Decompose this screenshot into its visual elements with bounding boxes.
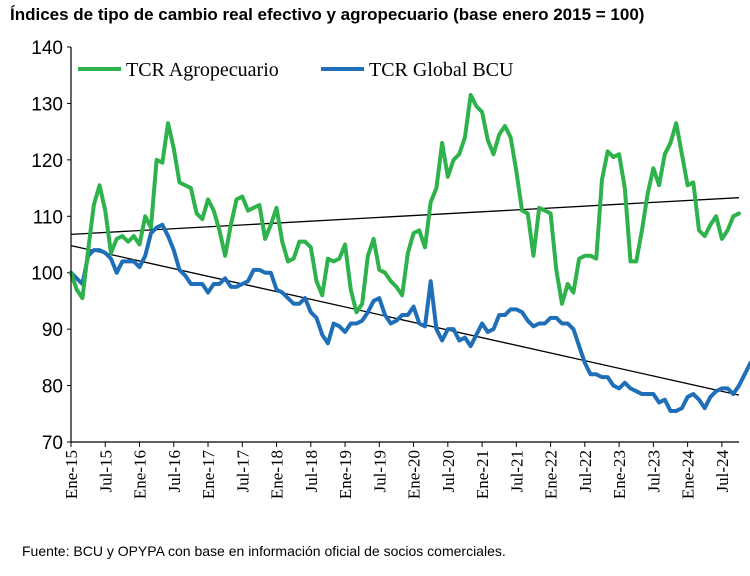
y-tick-label: 140 [31,38,63,59]
series-line-tcr-global [69,222,750,413]
x-tick-label: Jul-23 [644,450,663,493]
x-tick-label: Jul-21 [507,450,526,493]
y-tick-label: 120 [31,151,63,172]
x-tick-label: Ene-19 [336,450,355,499]
x-tick-label: Ene-22 [542,450,561,499]
x-tick-label: Jul-18 [302,450,321,493]
x-tick-label: Jul-17 [233,450,252,493]
x-tick-label: Jul-20 [439,450,458,493]
y-axis-ticks: 70 80 90 100 110 120 130 140 [31,38,71,454]
x-tick-label: Jul-22 [576,450,595,493]
x-tick-label: Ene-17 [199,450,218,500]
x-tick-label: Ene-16 [131,450,150,499]
x-axis-ticks: Ene-15 Jul-15 Ene-16 Jul-16 Ene-17 Jul-17 Ene-… [62,442,732,499]
series-lines [69,92,750,413]
x-tick-label: Ene-24 [679,450,698,500]
chart-source: Fuente: BCU y OPYPA con base en informac… [22,543,506,559]
x-tick-label: Jul-19 [370,450,389,493]
trend-line-agropecuario [70,197,740,235]
x-tick-label: Ene-20 [405,450,424,499]
axes [70,47,739,443]
y-tick-label: 100 [31,264,63,285]
legend-label-agropecuario: TCR Agropecuario [126,59,279,81]
legend-label-global: TCR Global BCU [369,59,514,81]
y-tick-label: 130 [31,94,63,115]
x-tick-label: Ene-18 [268,450,287,499]
chart-title: Índices de tipo de cambio real efectivo … [10,5,645,24]
x-tick-label: Jul-15 [96,450,115,493]
series-line-tcr-agropecuario [69,92,741,315]
x-tick-label: Jul-24 [713,450,732,493]
x-tick-label: Ene-15 [62,450,81,499]
x-tick-label: Jul-16 [165,450,184,493]
y-tick-label: 90 [42,320,63,341]
x-tick-label: Ene-23 [610,450,629,499]
y-tick-label: 110 [33,207,63,228]
y-tick-label: 70 [42,433,63,454]
x-tick-label: Ene-21 [473,450,492,499]
y-tick-label: 80 [42,377,63,398]
legend: TCR Agropecuario TCR Global BCU [78,59,514,81]
